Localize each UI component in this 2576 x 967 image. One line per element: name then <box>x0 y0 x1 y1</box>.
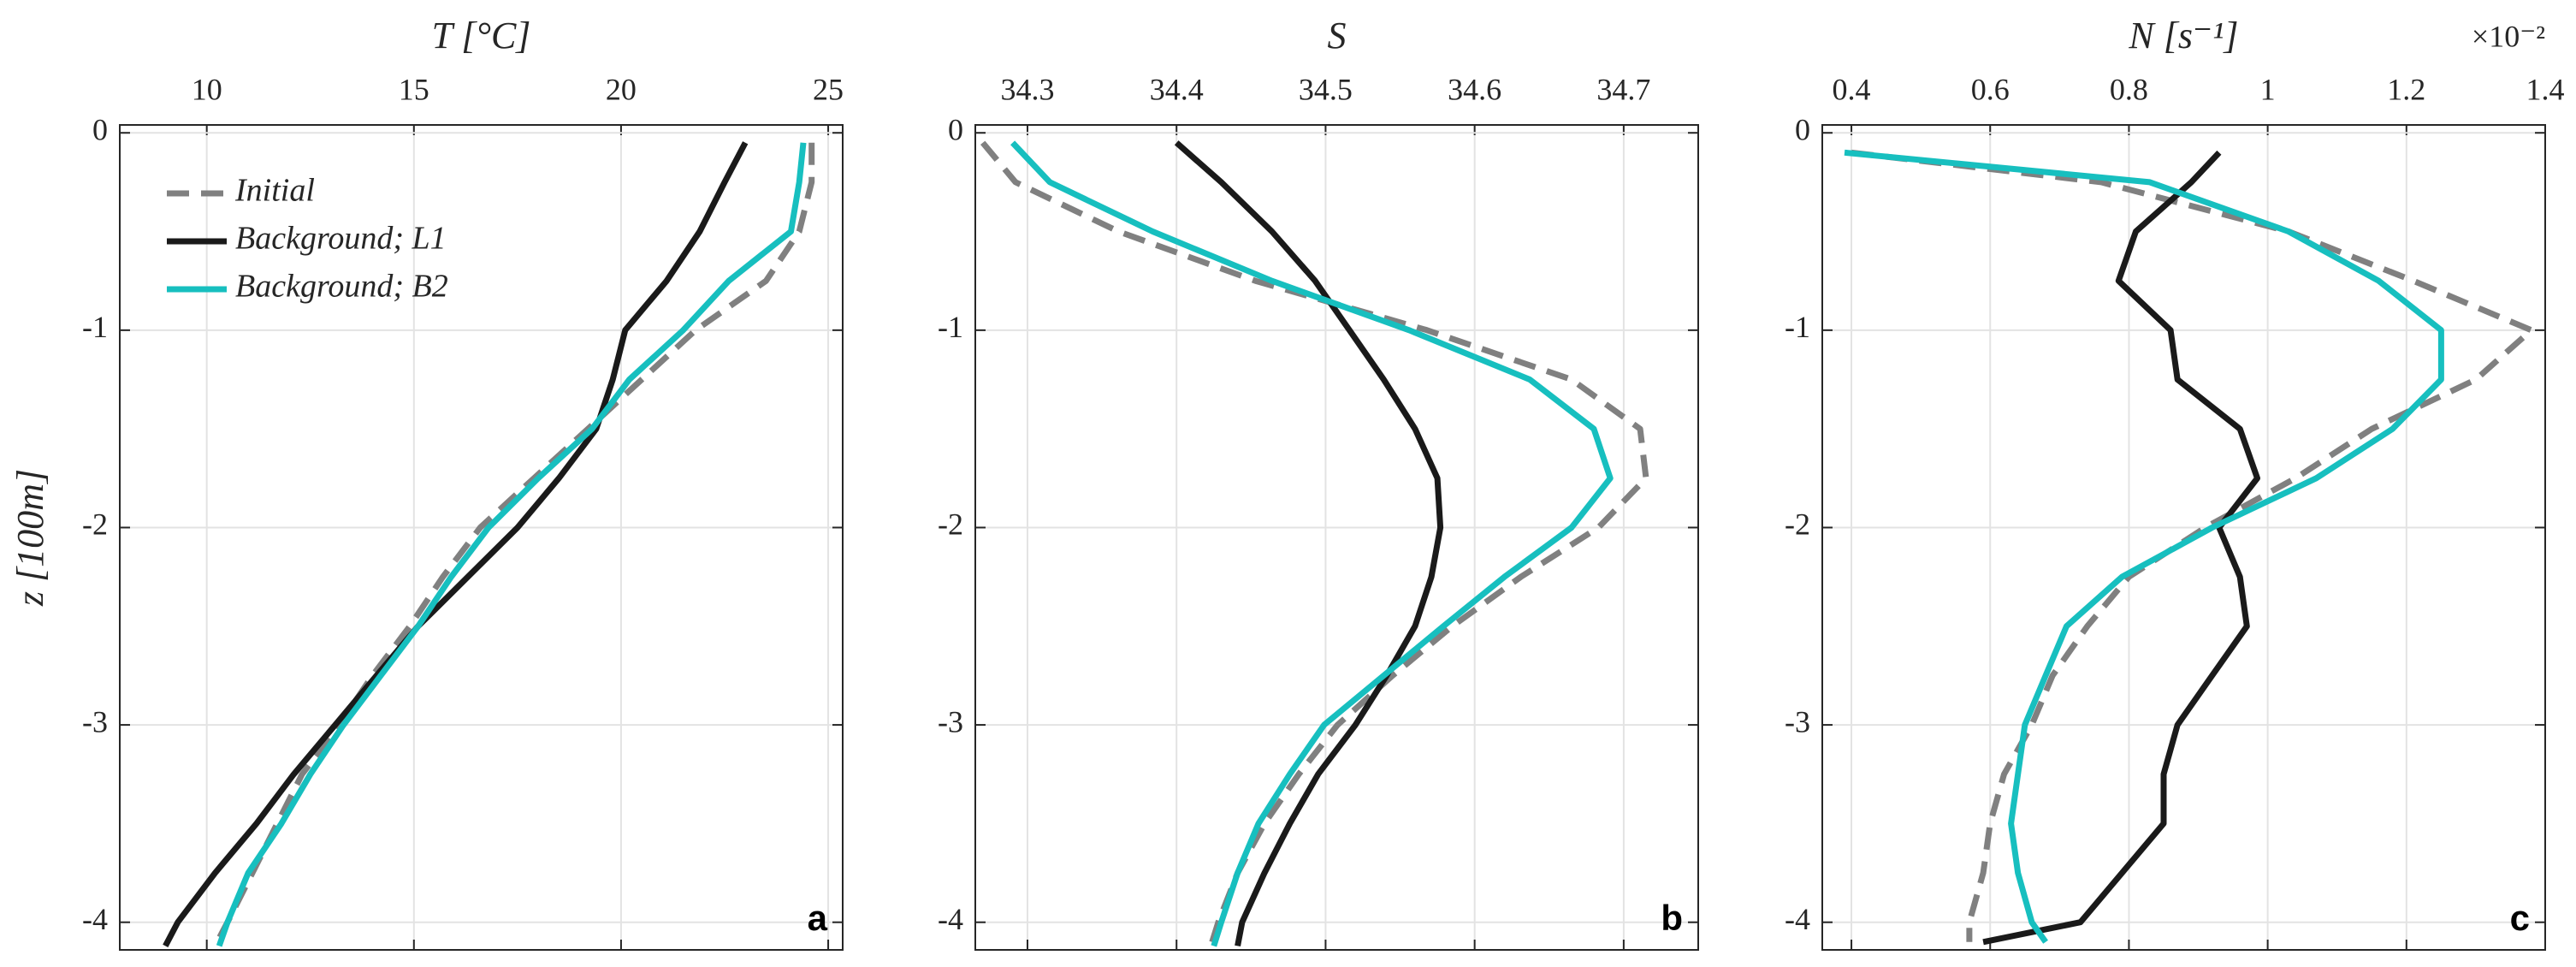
y-tick-label: 0 <box>92 112 108 146</box>
x-tick-label: 1.4 <box>2526 72 2565 106</box>
axes-box <box>974 124 1699 951</box>
y-tick-label: -4 <box>82 902 108 936</box>
x-axis-label: T [°C] <box>432 15 531 56</box>
profile-line <box>1174 140 1444 947</box>
x-axis-label: S <box>1328 15 1347 56</box>
axes-box <box>1821 124 2546 951</box>
x-tick-label: 34.6 <box>1448 72 1501 106</box>
profile-line <box>163 141 749 948</box>
y-axis-label: z [100m] <box>9 469 51 607</box>
y-tick-label: -4 <box>1785 902 1810 936</box>
y-tick-label: 0 <box>1795 112 1810 146</box>
x-tick-label: 34.4 <box>1150 72 1204 106</box>
panel-label: c <box>2510 898 2530 938</box>
x-tick-label: 0.6 <box>1971 72 2010 106</box>
axes-box <box>119 124 844 951</box>
x-tick-label: 25 <box>813 72 844 106</box>
profile-line <box>1982 150 2260 946</box>
y-tick-label: -2 <box>938 507 963 542</box>
x-tick-label: 34.3 <box>1000 72 1054 106</box>
profile-line <box>1851 149 2535 942</box>
x-tick-label: 0.8 <box>2110 72 2148 106</box>
y-tick-label: -1 <box>938 310 963 344</box>
x-tick-label: 20 <box>606 72 637 106</box>
y-tick-label: 0 <box>948 112 963 146</box>
y-tick-label: -3 <box>1785 704 1810 739</box>
x-tick-label: 10 <box>192 72 222 106</box>
x-axis-label: N [s⁻¹] <box>2128 15 2238 56</box>
x-tick-label: 1 <box>2260 72 2276 106</box>
x-tick-label: 0.4 <box>1833 72 1871 106</box>
legend-label: Background; B2 <box>235 269 448 305</box>
panel-label: b <box>1661 898 1683 938</box>
y-tick-label: -4 <box>938 902 963 936</box>
x-tick-label: 15 <box>399 72 429 106</box>
y-tick-label: -3 <box>82 704 108 739</box>
x-tick-label: 34.7 <box>1596 72 1650 106</box>
profile-line <box>1010 140 1614 947</box>
x-tick-label: 34.5 <box>1299 72 1353 106</box>
x-exponent: ×10⁻² <box>2472 19 2545 53</box>
y-tick-label: -3 <box>938 704 963 739</box>
panel-label: a <box>808 898 828 938</box>
legend-label: Background; L1 <box>235 221 447 257</box>
x-tick-label: 1.2 <box>2387 72 2425 106</box>
profile-line <box>216 142 807 947</box>
y-tick-label: -2 <box>1785 507 1810 542</box>
profile-line <box>980 140 1649 947</box>
y-tick-label: -2 <box>82 507 108 542</box>
legend-label: Initial <box>234 173 315 209</box>
profile-line <box>1844 149 2444 944</box>
profile-line <box>212 142 815 948</box>
y-tick-label: -1 <box>82 310 108 344</box>
y-tick-label: -1 <box>1785 310 1810 344</box>
